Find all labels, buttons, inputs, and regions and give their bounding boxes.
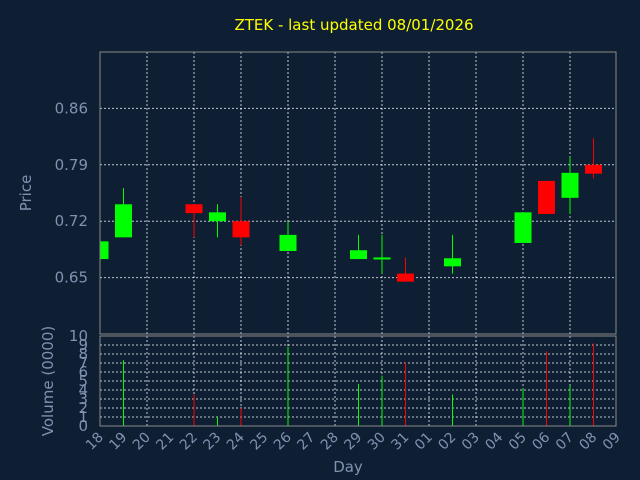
volume-tick-label: 8 (78, 345, 88, 363)
candle-body (100, 241, 109, 260)
x-tick-label: 30 (365, 430, 389, 454)
candle-body (373, 257, 391, 260)
x-tick-label: 03 (459, 430, 483, 454)
x-tick-label: 09 (600, 430, 624, 454)
x-tick-label: 31 (388, 430, 412, 454)
volume-tick-label: 4 (78, 381, 88, 399)
x-tick-label: 25 (247, 430, 271, 454)
x-tick-label: 04 (482, 429, 506, 453)
candle-body (538, 180, 555, 214)
price-tick-label: 0.65 (55, 269, 88, 287)
volume-tick-label: 2 (78, 399, 88, 417)
x-tick-label: 22 (177, 430, 201, 454)
volume-tick-label: 1 (78, 408, 88, 426)
candle-body (397, 273, 414, 282)
marks-layer (99, 138, 602, 426)
volume-tick-label: 9 (78, 336, 88, 354)
volume-tick-label: 0 (78, 417, 88, 435)
volume-tick-label: 7 (78, 354, 88, 372)
x-tick-label: 01 (412, 430, 436, 454)
x-tick-label: 21 (153, 430, 177, 454)
x-tick-label: 24 (224, 429, 248, 453)
x-tick-label: 19 (106, 430, 130, 454)
x-tick-label: 05 (506, 430, 530, 454)
volume-tick-label: 5 (78, 372, 88, 390)
candle-body (279, 234, 297, 252)
x-axis-label: Day (333, 458, 363, 476)
x-tick-label: 08 (576, 430, 600, 454)
x-tick-label: 23 (200, 430, 224, 454)
candle-body (444, 258, 461, 267)
candle-body (561, 172, 579, 198)
candle-body (350, 250, 367, 260)
candle-body (585, 164, 602, 174)
price-panel (100, 52, 616, 334)
x-tick-label: 28 (318, 430, 342, 454)
x-tick-label: 07 (553, 430, 577, 454)
chart-title: ZTEK - last updated 08/01/2026 (234, 16, 473, 34)
x-tick-label: 29 (341, 430, 365, 454)
price-plot-area (100, 52, 616, 334)
x-tick-label: 06 (529, 429, 553, 453)
candle-body (185, 204, 203, 214)
volume-panel-frame (99, 335, 617, 427)
x-tick-label: 20 (130, 430, 154, 454)
price-tick-label: 0.72 (55, 212, 88, 230)
y-axis-label-volume: Volume (0000) (39, 326, 57, 436)
candle-body (514, 212, 532, 243)
price-panel-frame (99, 51, 617, 335)
price-tick-label: 0.86 (55, 99, 88, 117)
candle-body (209, 212, 226, 222)
x-tick-label: 02 (435, 430, 459, 454)
candle-body (115, 204, 132, 238)
x-tick-label: 26 (271, 429, 295, 453)
y-axis-label-price: Price (17, 175, 35, 212)
x-tick-label: 27 (294, 430, 318, 454)
candle-body (232, 221, 250, 238)
volume-tick-label: 6 (78, 363, 88, 381)
volume-tick-label: 10 (69, 327, 88, 345)
price-tick-label: 0.79 (55, 156, 88, 174)
volume-tick-label: 3 (78, 390, 88, 408)
